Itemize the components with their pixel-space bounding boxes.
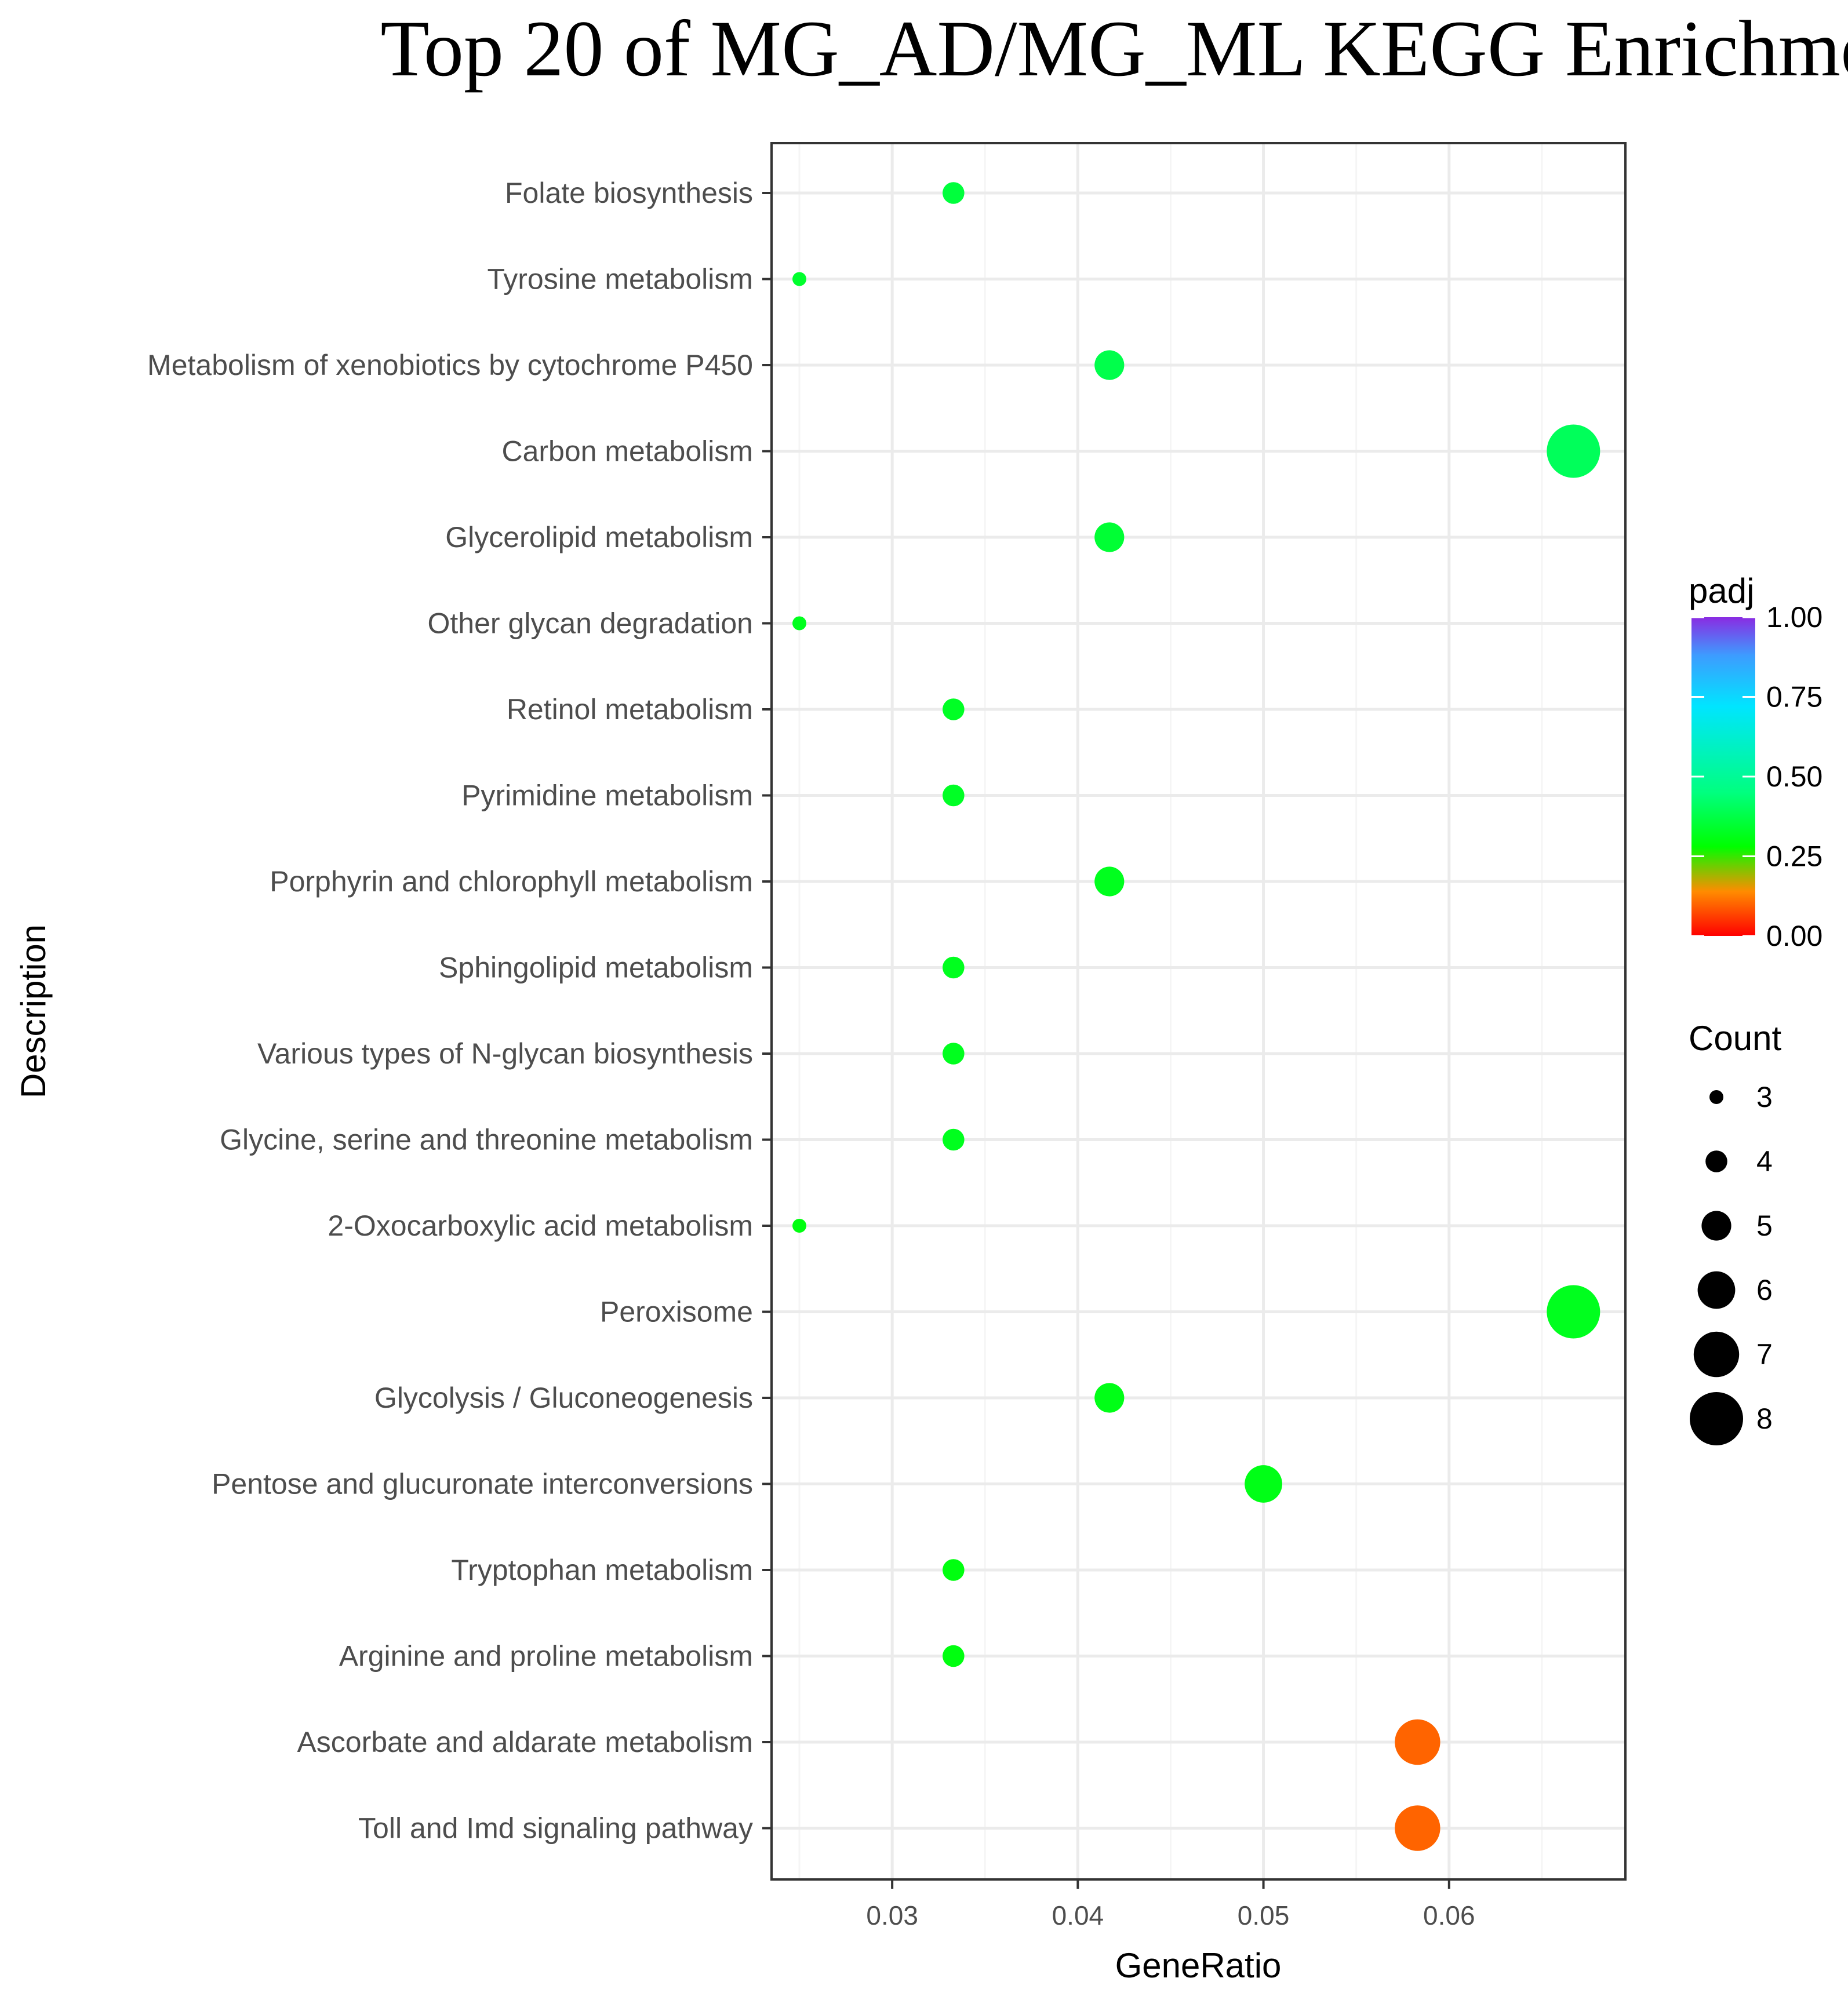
data-point — [1094, 522, 1125, 552]
data-point — [943, 1043, 965, 1065]
data-point — [943, 956, 965, 979]
y-axis-title: Description — [14, 924, 53, 1098]
colorbar-tick-label: 0.00 — [1766, 920, 1822, 952]
y-tick-label: Retinol metabolism — [507, 693, 753, 726]
count-legend-label: 8 — [1756, 1402, 1773, 1435]
count-legend-title: Count — [1689, 1019, 1781, 1058]
x-tick-label: 0.03 — [866, 1900, 918, 1930]
count-legend-dot — [1697, 1271, 1736, 1309]
y-tick-label: Arginine and proline metabolism — [339, 1640, 753, 1673]
data-point — [1547, 424, 1600, 478]
count-legend-label: 3 — [1756, 1081, 1773, 1113]
y-tick-label: Metabolism of xenobiotics by cytochrome … — [147, 349, 753, 381]
count-legend-label: 6 — [1756, 1274, 1773, 1306]
x-axis-tick-labels: 0.03 0.04 0.05 0.06 — [866, 1900, 1475, 1930]
x-axis-title: GeneRatio — [1115, 1946, 1282, 1985]
plot-panel-border — [770, 142, 1627, 1881]
axis-ticks — [762, 192, 1450, 1889]
padj-colorbar-ticks: 1.00 0.75 0.50 0.25 0.00 — [1691, 601, 1822, 952]
y-tick-label: Various types of N-glycan biosynthesis — [257, 1037, 753, 1070]
y-tick-label: Glycine, serine and threonine metabolism — [220, 1124, 753, 1156]
colorbar-tick-label: 1.00 — [1766, 601, 1822, 633]
y-tick-label: Glycolysis / Gluconeogenesis — [374, 1382, 753, 1414]
data-point — [1395, 1805, 1440, 1851]
y-tick-label: Sphingolipid metabolism — [439, 952, 753, 984]
y-tick-label: Peroxisome — [600, 1296, 753, 1328]
y-tick-label: Tyrosine metabolism — [488, 263, 754, 296]
data-point — [943, 1645, 965, 1667]
y-tick-label: Glycerolipid metabolism — [445, 521, 753, 553]
count-legend-dot — [1701, 1211, 1731, 1241]
count-legend-label: 4 — [1756, 1145, 1773, 1178]
count-legend-dot — [1690, 1392, 1743, 1445]
data-point — [792, 1219, 807, 1233]
data-point — [1094, 350, 1125, 380]
chart-title: Top 20 of MG_AD/MG_ML KEGG Enrichment — [380, 4, 1848, 93]
data-point — [792, 272, 807, 286]
data-point — [1094, 1383, 1125, 1413]
y-tick-label: 2-Oxocarboxylic acid metabolism — [328, 1210, 753, 1242]
count-legend-dot — [1693, 1331, 1740, 1378]
data-point — [943, 1559, 965, 1581]
count-legend-label: 5 — [1756, 1210, 1773, 1242]
y-tick-label: Carbon metabolism — [501, 435, 753, 468]
colorbar-tick-label: 0.75 — [1766, 681, 1822, 713]
count-size-legend: Count 3 4 5 6 7 8 — [1689, 1019, 1781, 1445]
data-point — [1094, 866, 1125, 897]
grid-lines — [772, 143, 1625, 1879]
y-tick-label: Pentose and glucuronate interconversions — [212, 1468, 753, 1500]
data-points — [792, 182, 1600, 1851]
y-tick-label: Porphyrin and chlorophyll metabolism — [270, 865, 753, 898]
y-tick-label: Tryptophan metabolism — [451, 1554, 753, 1586]
x-tick-label: 0.04 — [1052, 1900, 1104, 1930]
x-tick-label: 0.06 — [1423, 1900, 1475, 1930]
y-tick-label: Folate biosynthesis — [505, 177, 753, 209]
data-point — [1547, 1285, 1600, 1339]
padj-legend-title: padj — [1689, 571, 1754, 610]
y-axis-tick-labels: Folate biosynthesis Tyrosine metabolism Me… — [147, 177, 753, 1845]
data-point — [792, 616, 807, 631]
x-tick-label: 0.05 — [1238, 1900, 1290, 1930]
count-legend-label: 7 — [1756, 1338, 1773, 1371]
y-tick-label: Toll and Imd signaling pathway — [358, 1812, 753, 1845]
data-point — [943, 784, 965, 807]
count-legend-items: 3 4 5 6 7 8 — [1690, 1081, 1773, 1445]
count-legend-dot — [1705, 1150, 1727, 1172]
y-tick-label: Ascorbate and aldarate metabolism — [297, 1726, 753, 1758]
y-tick-label: Other glycan degradation — [428, 607, 753, 640]
data-point — [943, 698, 965, 720]
colorbar-tick-label: 0.25 — [1766, 840, 1822, 873]
padj-color-legend: padj 1.00 0.75 0.50 0.25 0.00 — [1689, 571, 1822, 952]
data-point — [943, 1128, 965, 1151]
colorbar-tick-label: 0.50 — [1766, 760, 1822, 793]
data-point — [1245, 1465, 1282, 1503]
count-legend-dot — [1709, 1090, 1723, 1104]
data-point — [1395, 1719, 1440, 1765]
data-point — [943, 182, 965, 204]
y-tick-label: Pyrimidine metabolism — [461, 779, 753, 812]
